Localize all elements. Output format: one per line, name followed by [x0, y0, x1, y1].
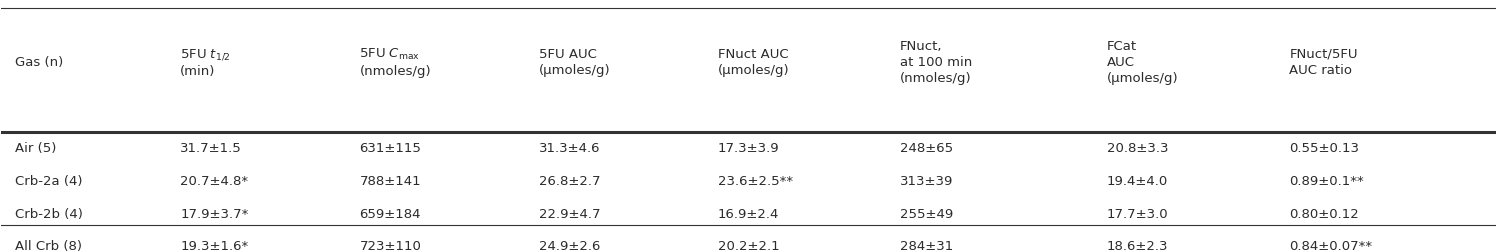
- Text: 19.3±1.6*: 19.3±1.6*: [180, 240, 249, 252]
- Text: 5FU $C_{\mathrm{max}}$
(nmoles/g): 5FU $C_{\mathrm{max}}$ (nmoles/g): [359, 47, 431, 78]
- Text: Crb-2b (4): Crb-2b (4): [15, 208, 82, 221]
- Text: FNuct,
at 100 min
(nmoles/g): FNuct, at 100 min (nmoles/g): [900, 40, 972, 85]
- Text: 659±184: 659±184: [359, 208, 421, 221]
- Text: 17.7±3.0: 17.7±3.0: [1106, 208, 1168, 221]
- Text: 31.7±1.5: 31.7±1.5: [180, 142, 243, 155]
- Text: 22.9±4.7: 22.9±4.7: [539, 208, 600, 221]
- Text: 23.6±2.5**: 23.6±2.5**: [719, 175, 793, 188]
- Text: 5FU AUC
(μmoles/g): 5FU AUC (μmoles/g): [539, 48, 611, 77]
- Text: FNuct AUC
(μmoles/g): FNuct AUC (μmoles/g): [719, 48, 789, 77]
- Text: 0.89±0.1**: 0.89±0.1**: [1289, 175, 1364, 188]
- Text: 17.3±3.9: 17.3±3.9: [719, 142, 780, 155]
- Text: All Crb (8): All Crb (8): [15, 240, 81, 252]
- Text: 16.9±2.4: 16.9±2.4: [719, 208, 780, 221]
- Text: 20.7±4.8*: 20.7±4.8*: [180, 175, 249, 188]
- Text: 631±115: 631±115: [359, 142, 421, 155]
- Text: 24.9±2.6: 24.9±2.6: [539, 240, 600, 252]
- Text: Gas (n): Gas (n): [15, 56, 63, 69]
- Text: 0.55±0.13: 0.55±0.13: [1289, 142, 1359, 155]
- Text: 31.3±4.6: 31.3±4.6: [539, 142, 600, 155]
- Text: FCat
AUC
(μmoles/g): FCat AUC (μmoles/g): [1106, 40, 1178, 85]
- Text: 723±110: 723±110: [359, 240, 421, 252]
- Text: 19.4±4.0: 19.4±4.0: [1106, 175, 1168, 188]
- Text: 0.80±0.12: 0.80±0.12: [1289, 208, 1359, 221]
- Text: 0.84±0.07**: 0.84±0.07**: [1289, 240, 1373, 252]
- Text: 17.9±3.7*: 17.9±3.7*: [180, 208, 249, 221]
- Text: 20.2±2.1: 20.2±2.1: [719, 240, 780, 252]
- Text: 18.6±2.3: 18.6±2.3: [1106, 240, 1168, 252]
- Text: 255±49: 255±49: [900, 208, 954, 221]
- Text: Crb-2a (4): Crb-2a (4): [15, 175, 82, 188]
- Text: 5FU $t_{1/2}$
(min): 5FU $t_{1/2}$ (min): [180, 47, 231, 78]
- Text: 248±65: 248±65: [900, 142, 952, 155]
- Text: 284±31: 284±31: [900, 240, 954, 252]
- Text: FNuct/5FU
AUC ratio: FNuct/5FU AUC ratio: [1289, 48, 1358, 77]
- Text: 20.8±3.3: 20.8±3.3: [1106, 142, 1168, 155]
- Text: Air (5): Air (5): [15, 142, 55, 155]
- Text: 26.8±2.7: 26.8±2.7: [539, 175, 600, 188]
- Text: 313±39: 313±39: [900, 175, 954, 188]
- Text: 788±141: 788±141: [359, 175, 421, 188]
